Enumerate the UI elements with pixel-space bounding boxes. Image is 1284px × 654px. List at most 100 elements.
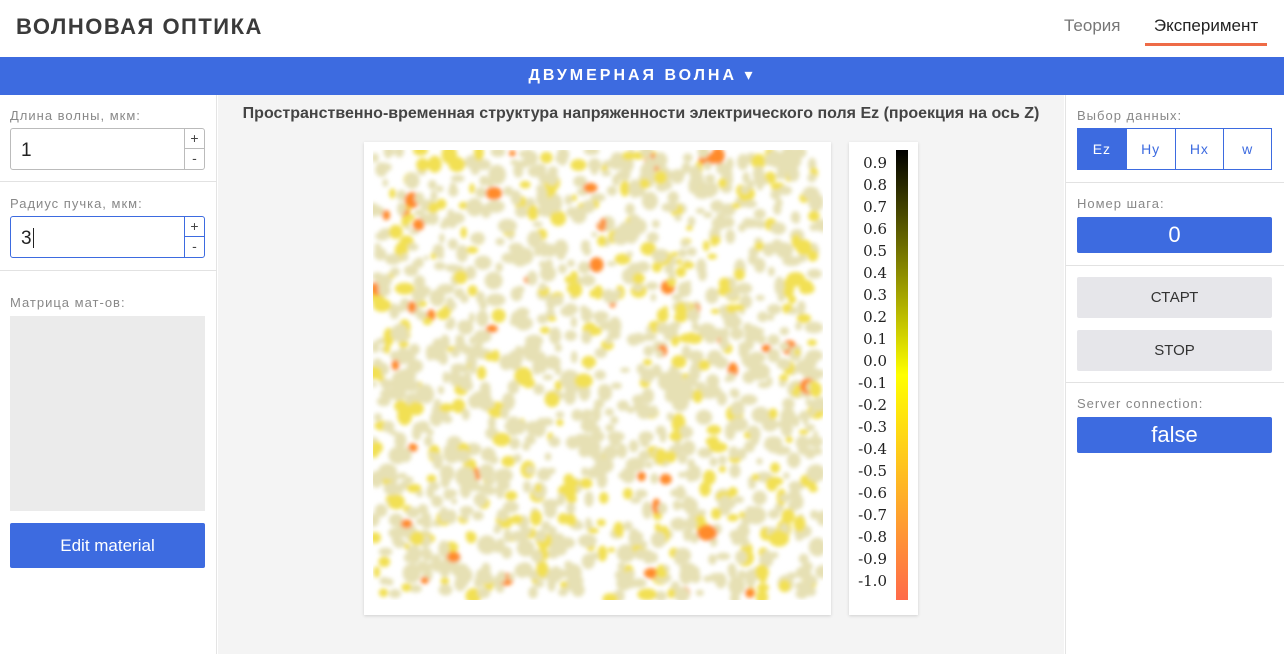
field-speckle	[412, 150, 429, 156]
wave-mode-dropdown[interactable]: ДВУМЕРНАЯ ВОЛНА ▾	[0, 57, 1284, 95]
field-speckle	[459, 364, 469, 374]
field-speckle	[536, 560, 549, 578]
colorbar-gradient	[896, 150, 908, 600]
field-speckle	[554, 380, 562, 392]
data-option-hx[interactable]: Hx	[1174, 128, 1225, 170]
field-speckle	[571, 409, 583, 421]
field-speckle	[657, 371, 677, 391]
field-speckle	[748, 361, 763, 380]
field-speckle	[706, 374, 720, 389]
server-connection-status: false	[1077, 417, 1272, 453]
field-speckle	[482, 540, 494, 551]
field-speckle	[770, 189, 781, 200]
field-speckle	[649, 405, 658, 418]
field-speckle	[723, 496, 731, 509]
data-option-w[interactable]: w	[1223, 128, 1272, 170]
field-speckle	[545, 183, 557, 198]
field-speckle	[762, 242, 775, 257]
field-speckle	[807, 250, 819, 262]
field-speckle	[435, 185, 444, 193]
wavelength-label: Длина волны, мкм:	[10, 108, 141, 123]
field-speckle	[454, 338, 466, 352]
field-speckle	[683, 528, 692, 542]
field-speckle	[457, 320, 469, 332]
tab-experiment[interactable]: Эксперимент	[1145, 16, 1267, 46]
field-speckle	[640, 368, 656, 383]
field-speckle	[786, 572, 797, 580]
field-speckle	[757, 311, 769, 323]
field-speckle	[778, 380, 787, 387]
radius-increment-button[interactable]: +	[184, 217, 204, 237]
field-speckle	[495, 262, 503, 273]
field-speckle	[808, 485, 818, 493]
field-speckle	[508, 242, 524, 254]
field-speckle	[593, 399, 605, 409]
field-speckle	[513, 453, 522, 463]
edit-material-button[interactable]: Edit material	[10, 523, 205, 568]
field-speckle	[402, 563, 421, 584]
field-speckle	[469, 183, 475, 194]
wavelength-decrement-button[interactable]: -	[184, 149, 204, 169]
field-speckle	[373, 152, 379, 163]
start-button[interactable]: СТАРТ	[1077, 277, 1272, 318]
wavelength-input[interactable]: 1 + -	[10, 128, 205, 170]
field-speckle	[388, 224, 403, 239]
tab-theory[interactable]: Теория	[1064, 16, 1121, 35]
field-speckle	[750, 430, 760, 446]
field-speckle	[578, 383, 591, 402]
field-speckle	[594, 312, 603, 325]
field-speckle	[732, 388, 740, 399]
field-speckle	[626, 251, 633, 258]
field-speckle	[473, 150, 484, 161]
field-speckle	[810, 408, 816, 416]
radius-input[interactable]: 3 + -	[10, 216, 205, 258]
field-speckle	[755, 589, 769, 600]
field-speckle	[508, 150, 516, 157]
field-speckle	[589, 552, 599, 561]
field-speckle	[695, 514, 706, 524]
field-speckle	[728, 486, 738, 497]
field-speckle	[537, 314, 548, 324]
field-speckle	[574, 373, 593, 389]
field-speckle	[665, 450, 677, 463]
field-speckle	[809, 223, 819, 232]
field-speckle	[415, 257, 424, 268]
radius-decrement-button[interactable]: -	[184, 237, 204, 257]
field-speckle	[681, 440, 696, 456]
field-speckle	[431, 495, 443, 508]
field-speckle	[476, 291, 485, 305]
field-speckle	[686, 247, 697, 257]
field-speckle	[675, 266, 687, 278]
field-speckle	[606, 261, 617, 267]
field-speckle	[439, 464, 455, 482]
data-option-ez[interactable]: Ez	[1077, 128, 1127, 170]
data-option-hy[interactable]: Hy	[1125, 128, 1176, 170]
field-speckle	[616, 544, 636, 563]
field-speckle	[495, 483, 505, 499]
field-speckle	[725, 304, 737, 314]
field-speckle	[727, 513, 739, 522]
field-speckle	[597, 545, 608, 562]
field-speckle	[422, 548, 433, 562]
field-speckle	[768, 509, 780, 519]
field-speckle	[507, 380, 520, 395]
field-speckle	[579, 477, 593, 489]
field-speckle	[485, 186, 503, 200]
field-speckle	[417, 504, 429, 515]
field-speckle	[695, 207, 705, 214]
field-speckle	[797, 300, 806, 314]
field-speckle	[602, 593, 618, 600]
field-speckle	[795, 588, 809, 599]
field-speckle	[599, 492, 609, 504]
field-speckle	[753, 208, 766, 220]
field-speckle	[594, 370, 606, 380]
stop-button[interactable]: STOP	[1077, 330, 1272, 371]
field-speckle	[639, 178, 650, 189]
field-speckle	[544, 355, 561, 370]
field-speckle	[755, 564, 769, 580]
wavelength-increment-button[interactable]: +	[184, 129, 204, 149]
field-speckle	[753, 327, 765, 335]
field-speckle	[566, 283, 576, 294]
field-speckle	[638, 431, 654, 443]
right-panel: Выбор данных: Ez Hy Hx w Номер шага: 0 СТАР…	[1065, 95, 1284, 654]
